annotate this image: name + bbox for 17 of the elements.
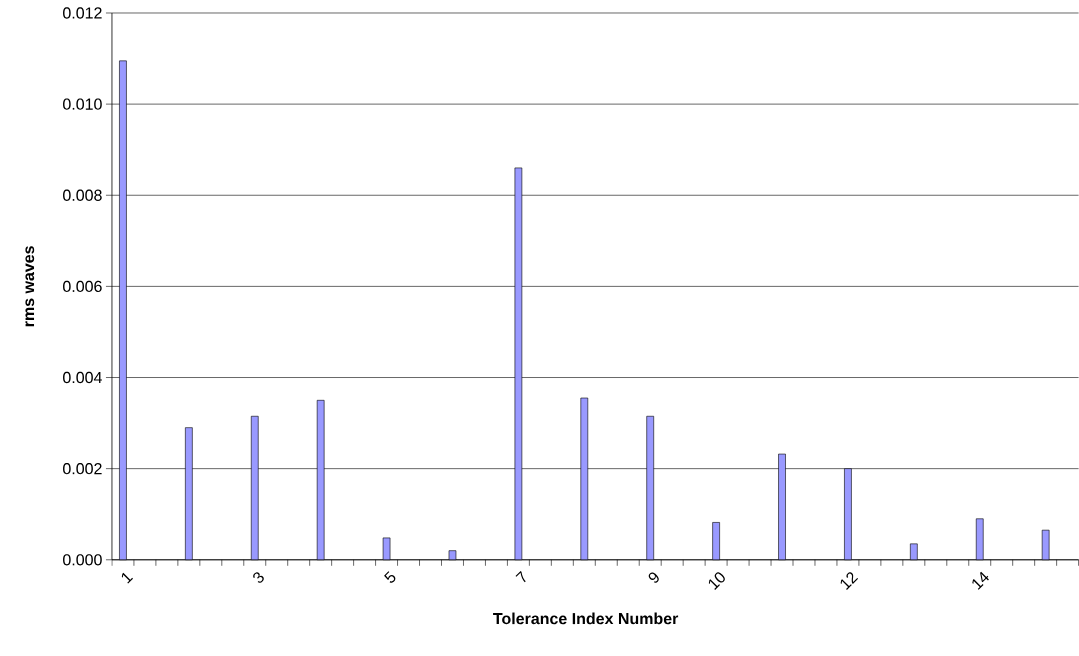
x-tick-label: 9 [648, 572, 659, 583]
x-tick-label: 10 [708, 572, 725, 591]
y-tick-label: 0.010 [63, 98, 102, 110]
x-tick-label: 3 [253, 572, 264, 583]
y-tick-label: 0.002 [63, 463, 102, 475]
x-axis-title: Tolerance Index Number [493, 612, 679, 625]
x-tick-label: 5 [384, 571, 396, 583]
y-tick-label: 0.004 [63, 371, 102, 384]
y-tick-label: 0.000 [63, 554, 102, 566]
x-tick-label: 7 [515, 571, 526, 583]
y-tick-label: 0.012 [63, 7, 102, 19]
y-axis-title: rms waves [25, 246, 35, 327]
y-tick-label: 0.006 [63, 280, 102, 293]
x-tick-label: 14 [972, 571, 989, 590]
y-tick-label: 0.008 [63, 189, 102, 202]
x-tick-label: 12 [840, 572, 859, 591]
x-tick-label: 1 [121, 572, 133, 584]
